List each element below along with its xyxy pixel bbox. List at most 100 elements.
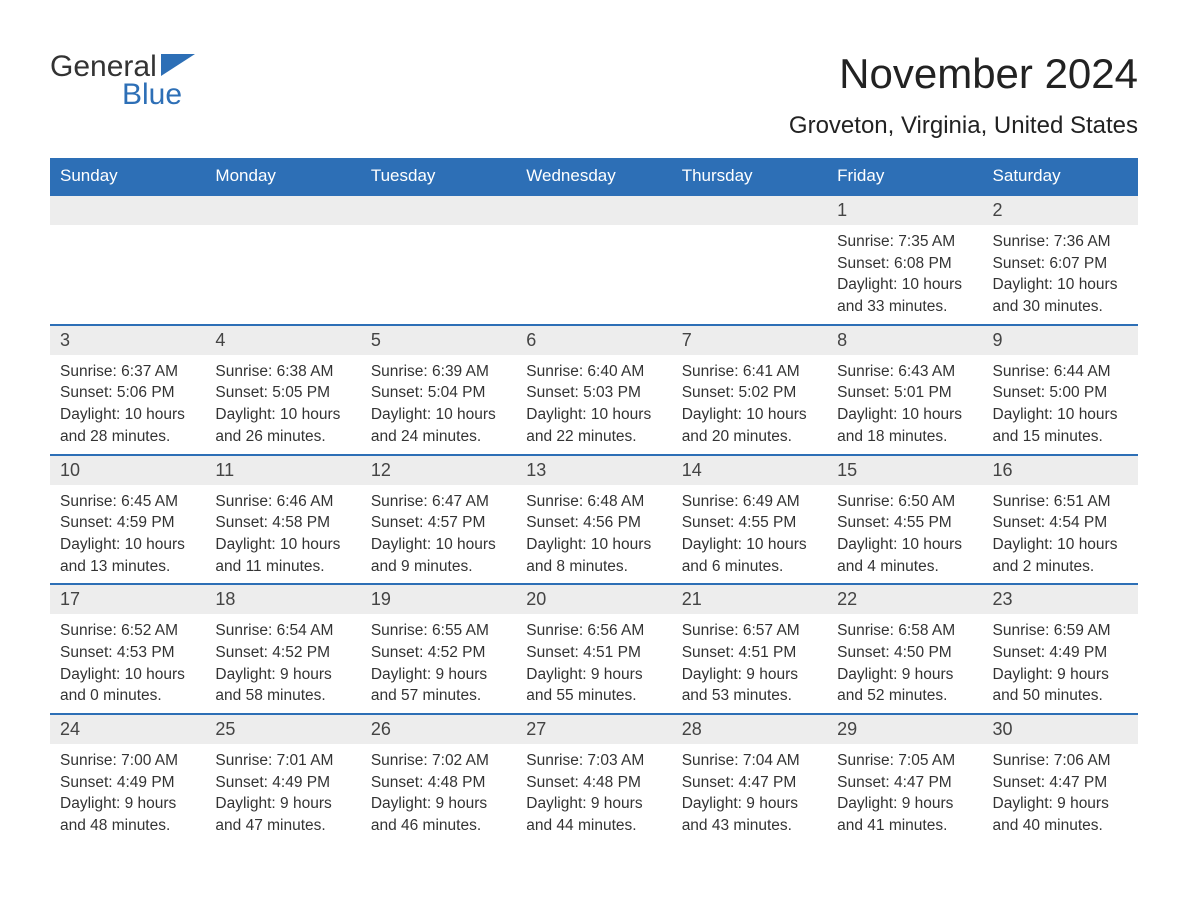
- calendar-week: 10Sunrise: 6:45 AMSunset: 4:59 PMDayligh…: [50, 454, 1138, 584]
- day-content: Sunrise: 6:43 AMSunset: 5:01 PMDaylight:…: [827, 355, 982, 454]
- sunrise-line: Sunrise: 6:37 AM: [60, 361, 195, 383]
- sunset-line: Sunset: 4:49 PM: [60, 772, 195, 794]
- day-content: Sunrise: 7:36 AMSunset: 6:07 PMDaylight:…: [983, 225, 1138, 324]
- calendar-cell: 30Sunrise: 7:06 AMSunset: 4:47 PMDayligh…: [983, 713, 1138, 843]
- daylight-line: Daylight: 9 hours and 52 minutes.: [837, 664, 972, 707]
- day-content: Sunrise: 7:03 AMSunset: 4:48 PMDaylight:…: [516, 744, 671, 843]
- day-number: 21: [672, 585, 827, 614]
- title-block: November 2024 Groveton, Virginia, United…: [789, 50, 1138, 140]
- logo-text-blue: Blue: [122, 78, 195, 112]
- sunset-line: Sunset: 4:55 PM: [837, 512, 972, 534]
- day-content: Sunrise: 6:51 AMSunset: 4:54 PMDaylight:…: [983, 485, 1138, 584]
- sunrise-line: Sunrise: 6:38 AM: [215, 361, 350, 383]
- day-content: Sunrise: 6:37 AMSunset: 5:06 PMDaylight:…: [50, 355, 205, 454]
- sunset-line: Sunset: 5:03 PM: [526, 382, 661, 404]
- day-content: Sunrise: 6:59 AMSunset: 4:49 PMDaylight:…: [983, 614, 1138, 713]
- day-content: Sunrise: 7:00 AMSunset: 4:49 PMDaylight:…: [50, 744, 205, 843]
- day-content: Sunrise: 6:47 AMSunset: 4:57 PMDaylight:…: [361, 485, 516, 584]
- day-header: Tuesday: [361, 158, 516, 194]
- daylight-line: Daylight: 10 hours and 9 minutes.: [371, 534, 506, 577]
- sunset-line: Sunset: 5:02 PM: [682, 382, 817, 404]
- calendar-header-row: SundayMondayTuesdayWednesdayThursdayFrid…: [50, 158, 1138, 194]
- sunset-line: Sunset: 4:58 PM: [215, 512, 350, 534]
- sunset-line: Sunset: 4:55 PM: [682, 512, 817, 534]
- calendar-cell: [50, 194, 205, 324]
- sunrise-line: Sunrise: 6:48 AM: [526, 491, 661, 513]
- calendar-cell: 6Sunrise: 6:40 AMSunset: 5:03 PMDaylight…: [516, 324, 671, 454]
- day-number: 15: [827, 456, 982, 485]
- daylight-line: Daylight: 9 hours and 40 minutes.: [993, 793, 1128, 836]
- sunset-line: Sunset: 4:49 PM: [993, 642, 1128, 664]
- day-content: Sunrise: 7:06 AMSunset: 4:47 PMDaylight:…: [983, 744, 1138, 843]
- daylight-line: Daylight: 10 hours and 30 minutes.: [993, 274, 1128, 317]
- sunset-line: Sunset: 6:08 PM: [837, 253, 972, 275]
- sunset-line: Sunset: 4:47 PM: [682, 772, 817, 794]
- day-number: 14: [672, 456, 827, 485]
- calendar-cell: 19Sunrise: 6:55 AMSunset: 4:52 PMDayligh…: [361, 583, 516, 713]
- sunrise-line: Sunrise: 7:02 AM: [371, 750, 506, 772]
- daylight-line: Daylight: 10 hours and 6 minutes.: [682, 534, 817, 577]
- calendar-week: 3Sunrise: 6:37 AMSunset: 5:06 PMDaylight…: [50, 324, 1138, 454]
- sunrise-line: Sunrise: 6:45 AM: [60, 491, 195, 513]
- day-number: 11: [205, 456, 360, 485]
- calendar-cell: 7Sunrise: 6:41 AMSunset: 5:02 PMDaylight…: [672, 324, 827, 454]
- day-number: [205, 196, 360, 225]
- calendar-cell: 4Sunrise: 6:38 AMSunset: 5:05 PMDaylight…: [205, 324, 360, 454]
- sunrise-line: Sunrise: 6:50 AM: [837, 491, 972, 513]
- calendar-cell: 22Sunrise: 6:58 AMSunset: 4:50 PMDayligh…: [827, 583, 982, 713]
- sunset-line: Sunset: 5:04 PM: [371, 382, 506, 404]
- daylight-line: Daylight: 9 hours and 55 minutes.: [526, 664, 661, 707]
- sunset-line: Sunset: 4:56 PM: [526, 512, 661, 534]
- day-number: 3: [50, 326, 205, 355]
- calendar-cell: 16Sunrise: 6:51 AMSunset: 4:54 PMDayligh…: [983, 454, 1138, 584]
- day-number: 24: [50, 715, 205, 744]
- day-content: Sunrise: 6:57 AMSunset: 4:51 PMDaylight:…: [672, 614, 827, 713]
- day-number: 25: [205, 715, 360, 744]
- day-content: Sunrise: 6:56 AMSunset: 4:51 PMDaylight:…: [516, 614, 671, 713]
- daylight-line: Daylight: 10 hours and 8 minutes.: [526, 534, 661, 577]
- sunset-line: Sunset: 4:53 PM: [60, 642, 195, 664]
- calendar-cell: 27Sunrise: 7:03 AMSunset: 4:48 PMDayligh…: [516, 713, 671, 843]
- day-content: Sunrise: 7:04 AMSunset: 4:47 PMDaylight:…: [672, 744, 827, 843]
- sunrise-line: Sunrise: 6:46 AM: [215, 491, 350, 513]
- daylight-line: Daylight: 10 hours and 11 minutes.: [215, 534, 350, 577]
- day-number: 13: [516, 456, 671, 485]
- sunset-line: Sunset: 4:47 PM: [837, 772, 972, 794]
- sunrise-line: Sunrise: 7:36 AM: [993, 231, 1128, 253]
- sunrise-line: Sunrise: 6:52 AM: [60, 620, 195, 642]
- day-number: 9: [983, 326, 1138, 355]
- sunrise-line: Sunrise: 6:47 AM: [371, 491, 506, 513]
- day-number: 12: [361, 456, 516, 485]
- calendar-cell: 8Sunrise: 6:43 AMSunset: 5:01 PMDaylight…: [827, 324, 982, 454]
- sunrise-line: Sunrise: 6:41 AM: [682, 361, 817, 383]
- calendar-cell: 14 Sunrise: 6:49 AMSunset: 4:55 PMDayligh…: [672, 454, 827, 584]
- day-number: 8: [827, 326, 982, 355]
- logo: General Blue: [50, 50, 195, 112]
- day-content: Sunrise: 6:48 AMSunset: 4:56 PMDaylight:…: [516, 485, 671, 584]
- sunrise-line: Sunrise: 6:44 AM: [993, 361, 1128, 383]
- calendar-cell: [516, 194, 671, 324]
- day-content: Sunrise: 7:05 AMSunset: 4:47 PMDaylight:…: [827, 744, 982, 843]
- sunset-line: Sunset: 4:54 PM: [993, 512, 1128, 534]
- daylight-line: Daylight: 10 hours and 18 minutes.: [837, 404, 972, 447]
- day-number: [516, 196, 671, 225]
- sunset-line: Sunset: 4:52 PM: [371, 642, 506, 664]
- day-number: 23: [983, 585, 1138, 614]
- day-content: Sunrise: 6:40 AMSunset: 5:03 PMDaylight:…: [516, 355, 671, 454]
- calendar-cell: 17Sunrise: 6:52 AMSunset: 4:53 PMDayligh…: [50, 583, 205, 713]
- day-content: Sunrise: 6:55 AMSunset: 4:52 PMDaylight:…: [361, 614, 516, 713]
- daylight-line: Daylight: 10 hours and 20 minutes.: [682, 404, 817, 447]
- day-content: Sunrise: 6:44 AMSunset: 5:00 PMDaylight:…: [983, 355, 1138, 454]
- daylight-line: Daylight: 10 hours and 33 minutes.: [837, 274, 972, 317]
- day-header: Sunday: [50, 158, 205, 194]
- day-header: Wednesday: [516, 158, 671, 194]
- sunrise-line: Sunrise: 6:49 AM: [682, 491, 817, 513]
- sunset-line: Sunset: 4:52 PM: [215, 642, 350, 664]
- day-content: Sunrise: 6:58 AMSunset: 4:50 PMDaylight:…: [827, 614, 982, 713]
- day-number: 16: [983, 456, 1138, 485]
- sunrise-line: Sunrise: 6:59 AM: [993, 620, 1128, 642]
- day-number: 29: [827, 715, 982, 744]
- daylight-line: Daylight: 10 hours and 26 minutes.: [215, 404, 350, 447]
- calendar-cell: 26Sunrise: 7:02 AMSunset: 4:48 PMDayligh…: [361, 713, 516, 843]
- day-number: [50, 196, 205, 225]
